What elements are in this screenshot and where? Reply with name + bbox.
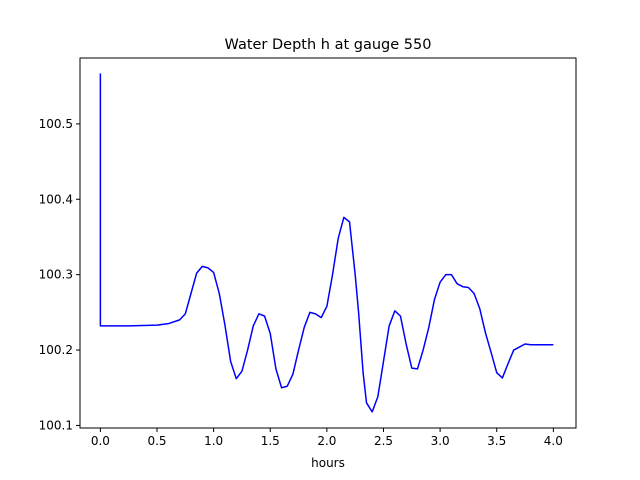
x-tick-label: 0.0 (91, 434, 110, 448)
series-line-0 (99, 73, 554, 413)
y-tick-label: 100.5 (39, 117, 73, 131)
y-tick-label: 100.2 (39, 343, 73, 357)
y-tick-label: 100.3 (39, 268, 73, 282)
chart-title: Water Depth h at gauge 550 (225, 37, 432, 53)
y-axis: 100.1 100.2 100.3 100.4 100.5 (39, 117, 80, 432)
x-tick-label: 0.5 (147, 434, 166, 448)
x-tick-label: 4.0 (544, 434, 563, 448)
x-tick-label: 2.5 (374, 434, 393, 448)
x-tick-label: 2.0 (317, 434, 336, 448)
y-tick-label: 100.4 (39, 192, 73, 206)
x-tick-label: 3.0 (431, 434, 450, 448)
x-tick-label: 3.5 (487, 434, 506, 448)
plot-layer (99, 73, 554, 413)
plot-frame (79, 57, 577, 429)
x-tick-label: 1.0 (204, 434, 223, 448)
x-axis-label: hours (311, 456, 345, 470)
x-tick-label: 1.5 (261, 434, 280, 448)
x-axis: 0.0 0.5 1.0 1.5 2.0 2.5 3.0 3.5 4.0 (91, 428, 563, 448)
y-tick-label: 100.1 (39, 418, 73, 432)
